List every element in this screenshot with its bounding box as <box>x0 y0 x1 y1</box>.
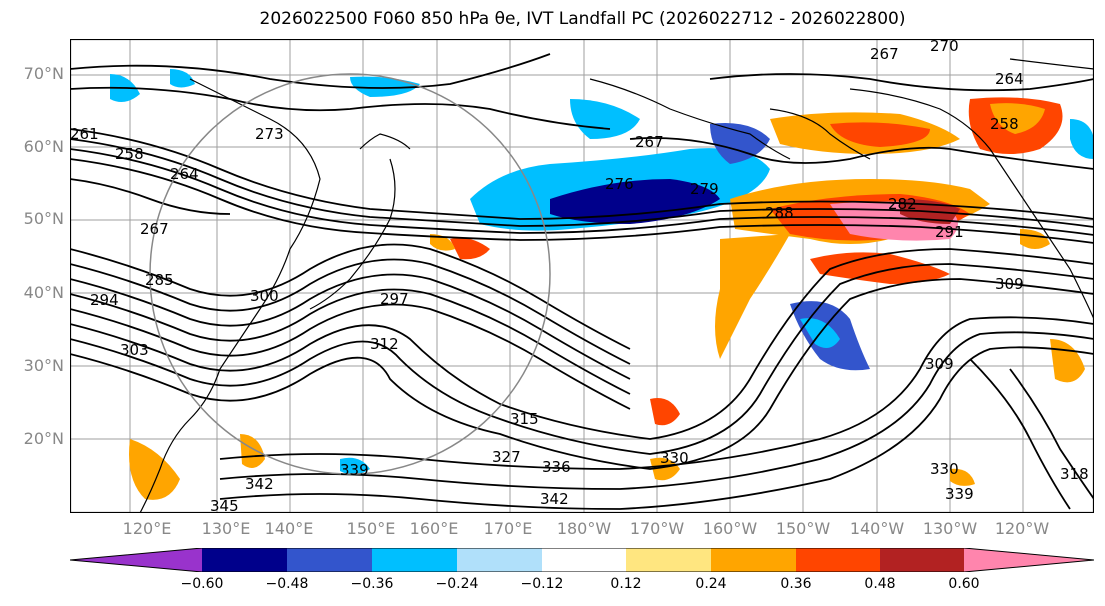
contour-label: 261 <box>70 125 99 143</box>
contour-label: 312 <box>370 335 399 353</box>
lon-label-140e: 140°E <box>264 519 314 538</box>
contour-label: 285 <box>145 271 174 289</box>
theta-e-contours <box>70 53 1094 510</box>
contour-label: 294 <box>90 291 119 309</box>
contour-label: 267 <box>870 45 899 63</box>
colorbar-tick-label: −0.24 <box>435 576 479 592</box>
lon-label-120w: 120°W <box>994 519 1050 538</box>
colorbar-tick-label: −0.36 <box>350 576 394 592</box>
colorbar-tick-label: −0.12 <box>520 576 564 592</box>
colorbar-segment <box>287 548 372 572</box>
contour-label: 342 <box>540 490 569 508</box>
colorbar-segment <box>711 548 796 572</box>
colorbar-tick-label: 0.48 <box>864 576 896 592</box>
landfall-region-circle <box>149 73 551 475</box>
contour-label: 330 <box>660 449 689 467</box>
contour-label: 276 <box>605 175 634 193</box>
colorbar-tick-label: 0.60 <box>948 576 980 592</box>
colorbar-tick-label: −0.60 <box>180 576 224 592</box>
lon-label-160w: 160°W <box>702 519 758 538</box>
contour-label: 300 <box>250 287 279 305</box>
colorbar-tick-label: −0.48 <box>265 576 309 592</box>
lon-label-130e: 130°E <box>201 519 251 538</box>
colorbar-tick-label: 0.24 <box>695 576 727 592</box>
contour-label: 297 <box>380 290 409 308</box>
colorbar-segment <box>880 548 964 572</box>
contour-label: 288 <box>765 204 794 222</box>
colorbar-segment <box>70 548 202 572</box>
colorbar-tick-label: 0.12 <box>610 576 642 592</box>
contour-label: 267 <box>635 133 664 151</box>
contour-label: 258 <box>990 115 1019 133</box>
contour-label: 264 <box>170 165 199 183</box>
lat-label-60n: 60°N <box>23 137 64 156</box>
lon-label-160e: 160°E <box>409 519 459 538</box>
colorbar-segment <box>626 548 711 572</box>
colorbar-segment <box>964 548 1094 572</box>
contour-label: 345 <box>210 497 239 513</box>
colorbar-segment <box>372 548 457 572</box>
figure-title: 2026022500 F060 850 hPa θe, IVT Landfall… <box>259 9 906 29</box>
contour-label: 309 <box>925 355 954 373</box>
colorbar-segment <box>796 548 880 572</box>
contour-label: 339 <box>340 461 369 479</box>
lon-label-170w: 170°W <box>629 519 685 538</box>
contour-label: 318 <box>1060 465 1089 483</box>
lat-label-70n: 70°N <box>23 64 64 83</box>
lat-label-40n: 40°N <box>23 283 64 302</box>
contour-label: 273 <box>255 125 284 143</box>
map-plot: 270 267 264 258 273 261 258 264 267 276 … <box>70 39 1094 513</box>
contour-label: 336 <box>542 458 571 476</box>
lon-label-130w: 130°W <box>922 519 978 538</box>
contour-label: 270 <box>930 39 959 55</box>
map-frame <box>70 39 1094 513</box>
contour-label: 291 <box>935 223 964 241</box>
contour-label: 267 <box>140 220 169 238</box>
lat-label-50n: 50°N <box>23 209 64 228</box>
lon-label-140w: 140°W <box>849 519 905 538</box>
lon-label-150w: 150°W <box>775 519 831 538</box>
contour-label: 330 <box>930 460 959 478</box>
lon-label-120e: 120°E <box>122 519 172 538</box>
contour-label: 303 <box>120 341 149 359</box>
colorbar-tick-label: 0.36 <box>780 576 812 592</box>
contour-label: 282 <box>888 195 917 213</box>
coastlines <box>139 58 1094 513</box>
colorbar-segment <box>202 548 287 572</box>
contour-label: 279 <box>690 180 719 198</box>
colorbar <box>70 548 1094 572</box>
lon-label-180w: 180°W <box>556 519 612 538</box>
contour-label: 264 <box>995 70 1024 88</box>
colorbar-segment <box>542 548 626 572</box>
lon-label-170e: 170°E <box>483 519 533 538</box>
contour-label: 339 <box>945 485 974 503</box>
contour-labels: 270 267 264 258 273 261 258 264 267 276 … <box>70 39 1089 513</box>
lat-label-20n: 20°N <box>23 429 64 448</box>
contour-label: 258 <box>115 145 144 163</box>
contour-label: 315 <box>510 410 539 428</box>
colorbar-segment <box>457 548 542 572</box>
lat-label-30n: 30°N <box>23 356 64 375</box>
contour-label: 327 <box>492 448 521 466</box>
contour-label: 309 <box>995 275 1024 293</box>
lon-label-150e: 150°E <box>346 519 396 538</box>
contour-label: 342 <box>245 475 274 493</box>
